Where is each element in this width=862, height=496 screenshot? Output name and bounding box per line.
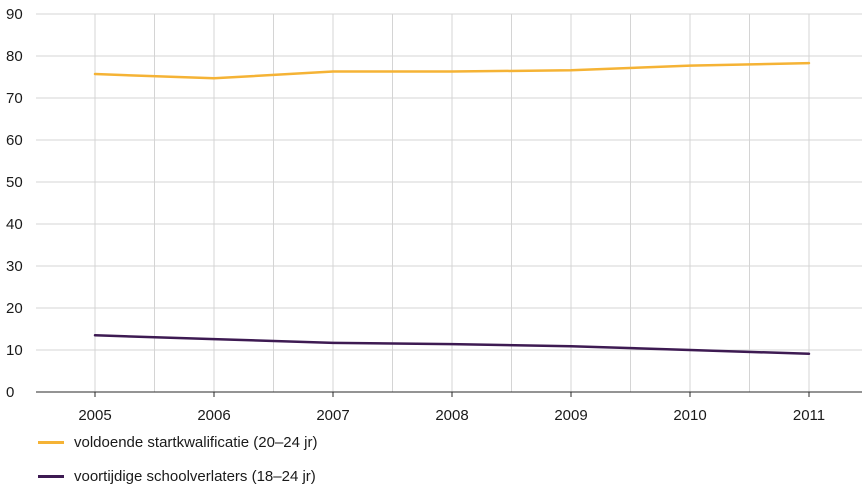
x-tick-label-2005: 2005 xyxy=(78,407,111,424)
y-tick-label-10: 10 xyxy=(6,342,23,359)
x-tick-label-2008: 2008 xyxy=(435,407,468,424)
y-tick-label-0: 0 xyxy=(6,384,14,401)
y-tick-label-20: 20 xyxy=(6,300,23,317)
y-tick-label-80: 80 xyxy=(6,48,23,65)
x-tick-label-2009: 2009 xyxy=(554,407,587,424)
legend-item-startkwalificatie: voldoende startkwalificatie (20–24 jr) xyxy=(38,428,317,456)
x-tick-label-2011: 2011 xyxy=(793,407,825,424)
y-tick-label-40: 40 xyxy=(6,216,23,233)
x-axis: 2005 2006 2007 2008 2009 2010 2011 xyxy=(36,392,862,424)
legend-item-schoolverlaters: voortijdige schoolverlaters (18–24 jr) xyxy=(38,462,317,490)
legend: voldoende startkwalificatie (20–24 jr) v… xyxy=(38,428,317,496)
x-tick-label-2006: 2006 xyxy=(197,407,230,424)
y-tick-label-50: 50 xyxy=(6,174,23,191)
legend-swatch-schoolverlaters xyxy=(38,475,64,478)
legend-label-startkwalificatie: voldoende startkwalificatie (20–24 jr) xyxy=(74,434,317,451)
y-axis-ticks: 0 10 20 30 40 50 60 70 80 90 xyxy=(6,6,23,401)
legend-label-schoolverlaters: voortijdige schoolverlaters (18–24 jr) xyxy=(74,468,316,485)
y-tick-label-70: 70 xyxy=(6,90,23,107)
x-tick-label-2010: 2010 xyxy=(673,407,706,424)
legend-swatch-startkwalificatie xyxy=(38,441,64,444)
y-tick-label-90: 90 xyxy=(6,6,23,23)
y-tick-label-30: 30 xyxy=(6,258,23,275)
x-tick-label-2007: 2007 xyxy=(316,407,349,424)
y-tick-label-60: 60 xyxy=(6,132,23,149)
